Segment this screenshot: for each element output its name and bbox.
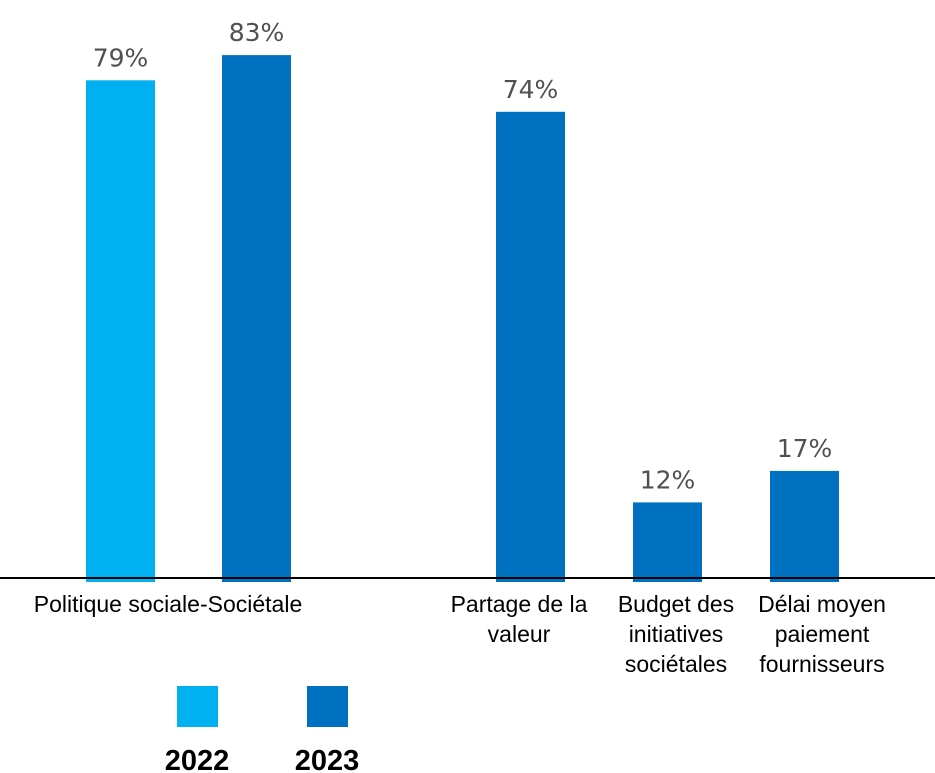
legend-swatch-2022: [177, 686, 218, 727]
category-label-line: fournisseurs: [759, 651, 884, 677]
category-label: Politique sociale-Sociétale: [34, 591, 303, 617]
category-label-line: initiatives: [629, 621, 724, 647]
bar-2022: [86, 80, 155, 583]
bar-2023: [222, 55, 291, 583]
bar-2023: [496, 111, 565, 583]
data-label: 17%: [777, 434, 833, 463]
category-label-line: Politique sociale-Sociétale: [34, 591, 303, 617]
category-label: Partage de la valeur: [451, 591, 588, 647]
bar-2023: [633, 502, 702, 582]
data-label: 74%: [503, 75, 559, 104]
data-label: 12%: [640, 465, 696, 494]
category-label-line: sociétales: [625, 651, 727, 677]
legend-label: 2023: [295, 745, 360, 773]
category-label-line: valeur: [488, 621, 551, 647]
legend-label: 2022: [165, 745, 230, 773]
category-label-line: Partage de la: [451, 591, 588, 617]
legend-swatch-2023: [307, 686, 348, 727]
category-label: Délai moyen paiement fournisseurs: [758, 591, 886, 677]
category-label-line: paiement: [775, 621, 870, 647]
data-label: 79%: [93, 43, 149, 72]
category-label-line: Budget des: [618, 591, 734, 617]
category-label: Budget des initiatives sociétales: [618, 591, 734, 677]
data-label: 83%: [229, 18, 285, 47]
bar-2023: [770, 470, 839, 582]
category-label-line: Délai moyen: [758, 591, 886, 617]
